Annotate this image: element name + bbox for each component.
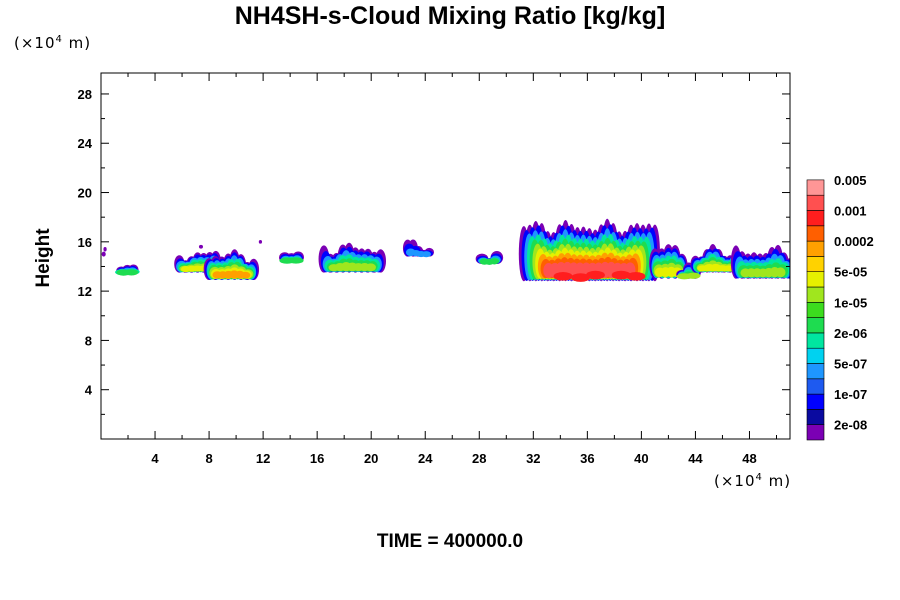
colorbar-label: 0.005 <box>834 173 867 188</box>
cloud-cell <box>775 267 786 278</box>
y-tick-label: 4 <box>85 383 93 398</box>
x-tick-label: 12 <box>256 451 270 466</box>
cloud-cell <box>124 269 139 276</box>
colorbar-label: 1e-07 <box>834 387 867 402</box>
x-tick-label: 32 <box>526 451 540 466</box>
colorbar-label: 0.001 <box>834 204 867 219</box>
cloud-cell <box>489 258 500 265</box>
cloud-speck <box>101 251 106 257</box>
colorbar-swatch <box>806 286 825 303</box>
plot-frame <box>100 72 791 440</box>
time-label: TIME = 400000.0 <box>376 531 524 552</box>
colorbar-swatch <box>806 317 825 334</box>
colorbar-label: 0.0002 <box>834 234 874 249</box>
x-tick-label: 16 <box>310 451 324 466</box>
colorbar-label: 2e-06 <box>834 326 867 341</box>
colorbar-swatch <box>806 409 825 425</box>
x-tick-label: 36 <box>580 451 594 466</box>
colorbar-swatch <box>806 271 825 288</box>
cloud-core <box>571 273 591 282</box>
colorbar-swatch <box>806 347 825 364</box>
cloud-core <box>611 270 631 280</box>
colorbar-label: 2e-08 <box>834 418 867 433</box>
colorbar-swatch <box>806 332 825 349</box>
colorbar-label: 1e-05 <box>834 295 867 310</box>
y-tick-label: 12 <box>78 284 92 299</box>
colorbar-label: 5e-05 <box>834 265 867 280</box>
y-tick-label: 16 <box>78 235 92 250</box>
colorbar-swatch <box>806 378 825 395</box>
chart-title: NH4SH-s-Cloud Mixing Ratio [kg/kg] <box>234 2 666 30</box>
y-tick-label: 24 <box>78 136 93 151</box>
cloud-cell <box>685 272 701 279</box>
x-tick-label: 28 <box>472 451 486 466</box>
x-tick-label: 44 <box>688 451 703 466</box>
y-axis-unit: (×104 m) <box>14 34 92 52</box>
cloud-speck <box>103 247 107 252</box>
colorbar-label: 5e-07 <box>834 357 867 372</box>
y-tick-label: 28 <box>78 87 92 102</box>
colorbar-swatch <box>806 225 825 242</box>
cloud-cell <box>240 271 251 279</box>
x-axis-unit: (×104 m) <box>714 472 792 490</box>
colorbar-swatch <box>806 363 825 380</box>
colorbar-swatch <box>806 194 825 211</box>
colorbar-swatch <box>806 424 825 441</box>
cloud-speck <box>258 239 263 244</box>
x-tick-label: 4 <box>151 451 159 466</box>
x-tick-label: 8 <box>205 451 212 466</box>
cloud-speck <box>198 244 203 249</box>
cloud-cell <box>421 251 431 258</box>
colorbar-swatch <box>806 179 825 196</box>
colorbar-swatch <box>806 240 825 257</box>
cloud-core <box>553 272 573 281</box>
x-tick-label: 40 <box>634 451 648 466</box>
colorbar-swatch <box>806 393 825 410</box>
colorbar-swatch <box>806 210 825 227</box>
x-tick-label: 20 <box>364 451 378 466</box>
cloud-cell <box>288 257 304 264</box>
colorbar-swatch <box>806 301 825 318</box>
cloud-field <box>101 218 790 282</box>
y-tick-label: 20 <box>78 186 92 201</box>
colorbar: 2e-08 1e-07 5e-07 2e-06 1e-05 5e-05 0.0002 0.00… <box>806 173 874 441</box>
cloud-core <box>626 272 646 281</box>
cloud-cell <box>365 263 376 272</box>
y-tick-label: 8 <box>85 333 92 348</box>
x-tick-label: 24 <box>418 451 433 466</box>
x-tick-label: 48 <box>742 451 756 466</box>
cloud-core <box>586 270 605 280</box>
colorbar-swatch <box>806 256 825 272</box>
